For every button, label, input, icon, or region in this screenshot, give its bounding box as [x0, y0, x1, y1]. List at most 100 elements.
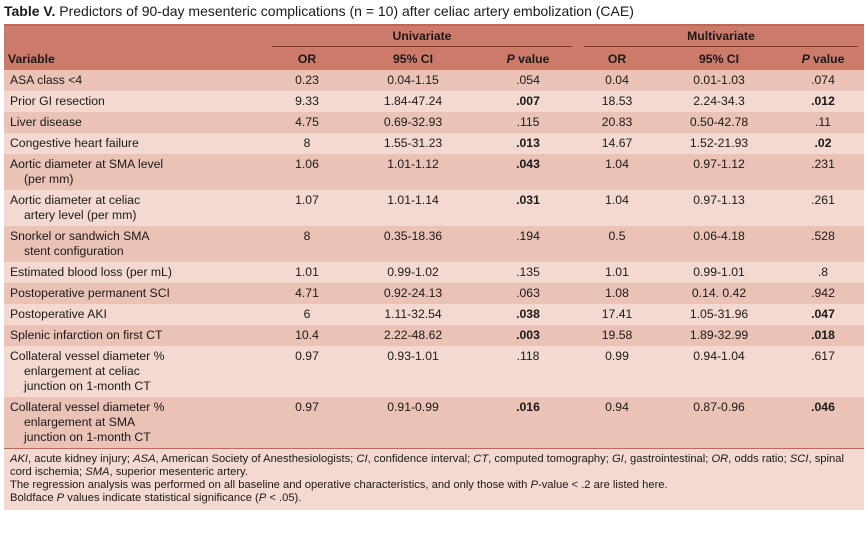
table-row: Snorkel or sandwich SMA stent configurati… [4, 226, 865, 262]
multivariate-p-cell: .8 [782, 262, 865, 283]
multivariate-p-cell: .074 [782, 70, 865, 91]
multivariate-or-cell: 18.53 [578, 91, 657, 112]
abbreviations-footnote: AKI, acute kidney injury; ASA, American … [10, 453, 860, 479]
univariate-or-cell: 10.4 [266, 325, 348, 346]
univariate-header: Univariate [266, 26, 579, 48]
univariate-p-cell: .013 [478, 133, 579, 154]
variable-cell: Congestive heart failure [4, 133, 266, 154]
variable-cell: Snorkel or sandwich SMA stent configurati… [4, 226, 266, 262]
table-row: Collateral vessel diameter % enlargement … [4, 346, 865, 397]
multivariate-or-cell: 0.5 [578, 226, 657, 262]
univariate-p-cell: .038 [478, 304, 579, 325]
univariate-ci-cell: 1.01-1.12 [348, 154, 478, 190]
multivariate-p-cell: .012 [782, 91, 865, 112]
univariate-or-cell: 1.01 [266, 262, 348, 283]
univariate-p-cell: .016 [478, 397, 579, 448]
multivariate-p-cell: .11 [782, 112, 865, 133]
multivariate-or-cell: 1.01 [578, 262, 657, 283]
multivariate-or-cell: 0.94 [578, 397, 657, 448]
univariate-p-cell: .063 [478, 283, 579, 304]
multivariate-p-cell: .231 [782, 154, 865, 190]
multivariate-p-cell: .942 [782, 283, 865, 304]
univariate-or-cell: 4.75 [266, 112, 348, 133]
univariate-ci-cell: 1.11-32.54 [348, 304, 478, 325]
univariate-ci-cell: 0.91-0.99 [348, 397, 478, 448]
table-row: Prior GI resection 9.33 1.84-47.24.007 18.5… [4, 91, 865, 112]
multivariate-or-cell: 0.04 [578, 70, 657, 91]
univariate-ci-cell: 0.99-1.02 [348, 262, 478, 283]
table-footnotes: AKI, acute kidney injury; ASA, American … [4, 448, 864, 510]
abbreviation-definition: , American Society of Anesthesiologists; [155, 453, 357, 465]
u-ci-header: 95% CI [348, 48, 478, 70]
boldface-footnote: Boldface P values indicate statistical s… [10, 492, 302, 504]
univariate-p-cell: .194 [478, 226, 579, 262]
table-row: Aortic diameter at celiac artery level (p… [4, 190, 865, 226]
univariate-ci-cell: 0.35-18.36 [348, 226, 478, 262]
univariate-or-cell: 4.71 [266, 283, 348, 304]
univariate-p-cell: .115 [478, 112, 579, 133]
multivariate-ci-cell: 0.97-1.12 [656, 154, 783, 190]
table-row: Congestive heart failure 8 1.55-31.23.013 1… [4, 133, 865, 154]
multivariate-ci-cell: 0.06-4.18 [656, 226, 783, 262]
univariate-ci-cell: 1.01-1.14 [348, 190, 478, 226]
univariate-or-cell: 1.07 [266, 190, 348, 226]
multivariate-ci-cell: 0.14. 0.42 [656, 283, 783, 304]
table-row: Postoperative AKI 6 1.11-32.54.038 17.41 1.0… [4, 304, 865, 325]
abbreviation-term: CT [473, 453, 489, 465]
m-ci-header: 95% CI [656, 48, 783, 70]
table-row: Collateral vessel diameter % enlargement … [4, 397, 865, 448]
multivariate-p-cell: .261 [782, 190, 865, 226]
table-body: ASA class <4 0.23 0.04-1.15.054 0.04 0.01-1.… [4, 70, 865, 448]
univariate-p-cell: .118 [478, 346, 579, 397]
variable-cell: Splenic infarction on first CT [4, 325, 266, 346]
abbreviation-definition: , superior mesenteric artery. [109, 466, 248, 478]
variable-cell: Estimated blood loss (per mL) [4, 262, 266, 283]
univariate-or-cell: 1.06 [266, 154, 348, 190]
univariate-or-cell: 6 [266, 304, 348, 325]
variable-cell: ASA class <4 [4, 70, 266, 91]
multivariate-or-cell: 1.04 [578, 154, 657, 190]
header-row-columns: Variable OR 95% CI P value OR 95% CI P v… [4, 48, 865, 70]
variable-cell: Prior GI resection [4, 91, 266, 112]
abbreviation-definition: , confidence interval; [367, 453, 474, 465]
table-title: Table V. Predictors of 90-day mesenteric… [4, 0, 864, 26]
univariate-or-cell: 0.23 [266, 70, 348, 91]
table-row: Liver disease 4.75 0.69-32.93.115 20.83 0.50… [4, 112, 865, 133]
univariate-ci-cell: 0.93-1.01 [348, 346, 478, 397]
abbreviation-term: GI [611, 453, 624, 465]
variable-cell: Liver disease [4, 112, 266, 133]
abbreviation-term: SCI [789, 453, 809, 465]
univariate-p-cell: .031 [478, 190, 579, 226]
table-row: Aortic diameter at SMA level (per mm) 1.06… [4, 154, 865, 190]
abbreviation-term: ASA [133, 453, 156, 465]
univariate-ci-cell: 1.55-31.23 [348, 133, 478, 154]
univariate-p-cell: .007 [478, 91, 579, 112]
m-p-header: P value [782, 48, 865, 70]
multivariate-ci-cell: 0.01-1.03 [656, 70, 783, 91]
abbreviation-definition: , spinal cord ischemia; [10, 453, 844, 478]
multivariate-p-cell: .018 [782, 325, 865, 346]
univariate-p-cell: .135 [478, 262, 579, 283]
variable-cell: Collateral vessel diameter % enlargement … [4, 346, 266, 397]
multivariate-ci-cell: 0.94-1.04 [656, 346, 783, 397]
multivariate-p-cell: .528 [782, 226, 865, 262]
abbreviation-term: SMA [85, 466, 110, 478]
variable-cell: Postoperative permanent SCI [4, 283, 266, 304]
abbreviation-definition: , computed tomography; [488, 453, 612, 465]
multivariate-or-cell: 0.99 [578, 346, 657, 397]
variable-cell: Postoperative AKI [4, 304, 266, 325]
multivariate-ci-cell: 1.52-21.93 [656, 133, 783, 154]
multivariate-or-cell: 19.58 [578, 325, 657, 346]
univariate-or-cell: 8 [266, 133, 348, 154]
multivariate-ci-cell: 0.97-1.13 [656, 190, 783, 226]
m-or-header: OR [578, 48, 657, 70]
univariate-ci-cell: 0.92-24.13 [348, 283, 478, 304]
multivariate-p-cell: .617 [782, 346, 865, 397]
abbreviation-definition: , acute kidney injury; [28, 453, 134, 465]
univariate-or-cell: 0.97 [266, 346, 348, 397]
multivariate-p-cell: .02 [782, 133, 865, 154]
abbreviation-definition: , gastrointestinal; [623, 453, 712, 465]
multivariate-p-cell: .046 [782, 397, 865, 448]
variable-header: Variable [4, 48, 266, 70]
variable-cell: Collateral vessel diameter % enlargement … [4, 397, 266, 448]
